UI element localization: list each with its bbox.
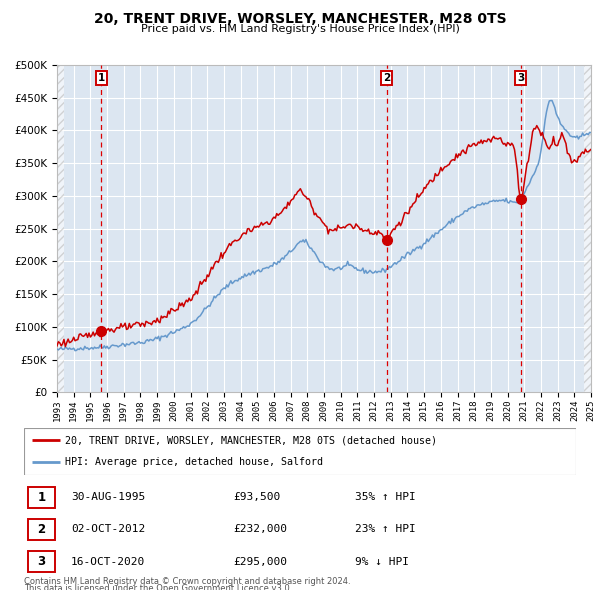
Text: 16-OCT-2020: 16-OCT-2020 (71, 556, 145, 566)
Text: 23% ↑ HPI: 23% ↑ HPI (355, 525, 416, 535)
Text: 3: 3 (517, 73, 524, 83)
Text: 35% ↑ HPI: 35% ↑ HPI (355, 493, 416, 502)
Text: 20, TRENT DRIVE, WORSLEY, MANCHESTER, M28 0TS (detached house): 20, TRENT DRIVE, WORSLEY, MANCHESTER, M2… (65, 435, 437, 445)
Text: 2: 2 (383, 73, 390, 83)
Text: £93,500: £93,500 (234, 493, 281, 502)
Text: This data is licensed under the Open Government Licence v3.0.: This data is licensed under the Open Gov… (24, 584, 292, 590)
Text: 20, TRENT DRIVE, WORSLEY, MANCHESTER, M28 0TS: 20, TRENT DRIVE, WORSLEY, MANCHESTER, M2… (94, 12, 506, 26)
Text: 2: 2 (38, 523, 46, 536)
Text: 1: 1 (98, 73, 105, 83)
Text: 9% ↓ HPI: 9% ↓ HPI (355, 556, 409, 566)
Bar (28, 487, 55, 508)
Text: Contains HM Land Registry data © Crown copyright and database right 2024.: Contains HM Land Registry data © Crown c… (24, 577, 350, 586)
Text: £295,000: £295,000 (234, 556, 288, 566)
Text: £232,000: £232,000 (234, 525, 288, 535)
Text: 1: 1 (38, 491, 46, 504)
Text: 3: 3 (38, 555, 46, 568)
Text: HPI: Average price, detached house, Salford: HPI: Average price, detached house, Salf… (65, 457, 323, 467)
Text: 30-AUG-1995: 30-AUG-1995 (71, 493, 145, 502)
Bar (28, 551, 55, 572)
Text: Price paid vs. HM Land Registry's House Price Index (HPI): Price paid vs. HM Land Registry's House … (140, 24, 460, 34)
Text: 02-OCT-2012: 02-OCT-2012 (71, 525, 145, 535)
Bar (28, 519, 55, 540)
